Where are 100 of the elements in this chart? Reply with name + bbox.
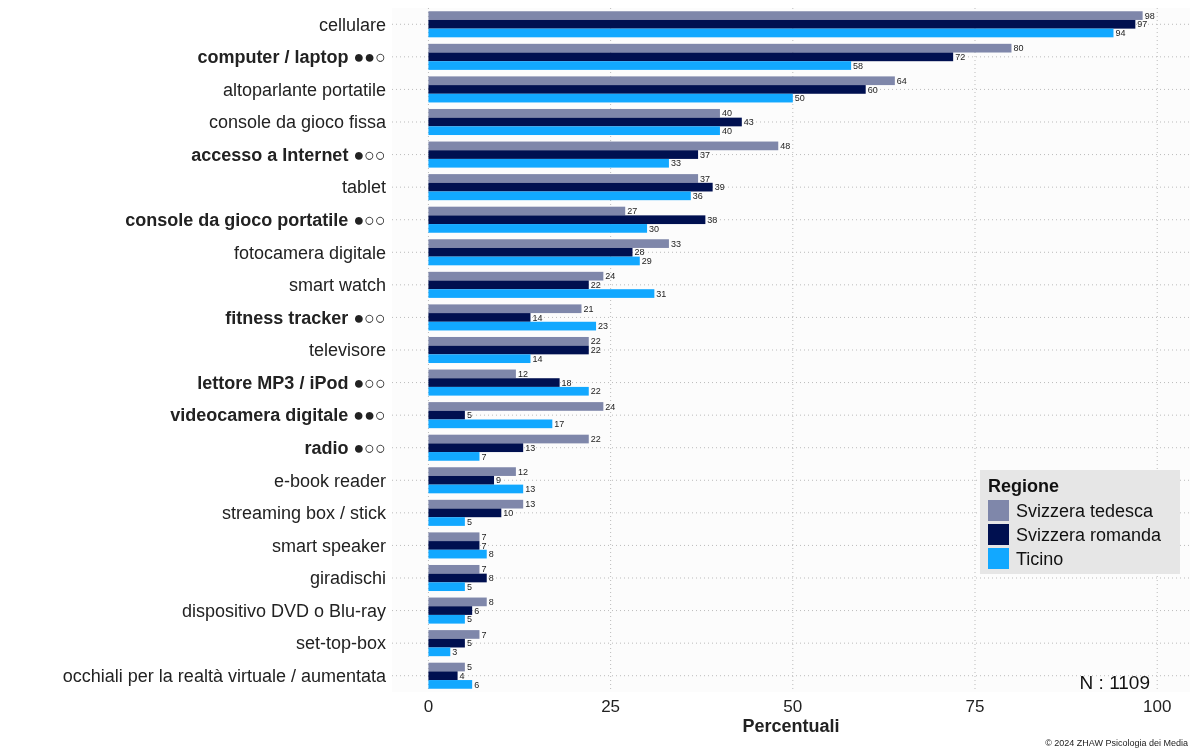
text: © 2024 ZHAW Psicologia dei Media <box>1045 738 1188 748</box>
data-label: 98 <box>1144 10 1155 21</box>
bar <box>428 224 648 233</box>
bar <box>428 289 655 298</box>
bar <box>428 452 480 461</box>
bar <box>428 597 487 607</box>
data-label: 80 <box>1013 43 1024 54</box>
y-tick-label: cellulare <box>318 14 386 35</box>
data-label: 40 <box>721 125 732 136</box>
data-label: 4 <box>459 670 465 681</box>
bar <box>428 126 720 136</box>
data-label: 48 <box>780 141 791 152</box>
data-label: 7 <box>481 629 487 640</box>
data-label: 17 <box>554 418 565 429</box>
bar <box>428 141 779 151</box>
bar <box>428 386 589 396</box>
data-label: 5 <box>466 614 472 625</box>
data-label: 9 <box>496 475 502 486</box>
data-label: 37 <box>700 149 711 160</box>
data-label: 13 <box>525 484 536 495</box>
bar <box>428 85 866 94</box>
y-tick-label: fotocamera digitale <box>233 242 386 263</box>
data-label: 12 <box>517 466 528 477</box>
bar <box>428 239 669 248</box>
data-label: 5 <box>466 662 472 673</box>
y-tick-label: dispositivo DVD o Blu-ray <box>181 600 386 621</box>
data-label: 28 <box>634 247 645 258</box>
bar <box>428 467 516 476</box>
bar <box>428 532 480 542</box>
bar <box>428 28 1114 38</box>
bar <box>428 614 465 624</box>
x-tick-label: 50 <box>783 697 803 716</box>
bar <box>428 378 560 387</box>
bar <box>428 443 524 453</box>
y-tick-label: occhiali per la realtà virtuale / aumentata <box>62 666 387 687</box>
data-label: 7 <box>481 540 487 551</box>
y-tick-label: console da gioco fissa <box>208 112 387 133</box>
legend-label: Svizzera romanda <box>1016 525 1163 546</box>
data-label: 5 <box>466 410 472 421</box>
y-tick-label: videocamera digitale ●●○ <box>170 405 386 426</box>
bar <box>428 321 597 331</box>
x-tick-label: 75 <box>965 697 985 716</box>
bar <box>428 280 589 290</box>
y-tick-label: console da gioco portatile ●○○ <box>125 210 386 231</box>
bar <box>428 402 604 411</box>
bar <box>428 647 451 657</box>
bar <box>428 582 465 592</box>
bar <box>428 256 640 266</box>
data-label: 27 <box>627 206 638 217</box>
data-label: 14 <box>532 312 543 323</box>
data-label: 50 <box>794 93 805 104</box>
data-label: 58 <box>853 60 864 71</box>
data-label: 38 <box>707 214 718 225</box>
data-label: 6 <box>474 679 480 690</box>
data-label: 21 <box>583 303 594 314</box>
data-label: 24 <box>605 271 616 282</box>
bar <box>428 215 706 225</box>
bar <box>428 43 1012 53</box>
bar <box>428 206 626 216</box>
data-label: 39 <box>714 182 725 193</box>
bar <box>428 541 480 550</box>
data-label: 94 <box>1115 28 1126 39</box>
y-tick-label: lettore MP3 / iPod ●○○ <box>197 372 386 393</box>
bar <box>428 419 553 429</box>
bar <box>428 475 495 485</box>
y-tick-label: televisore <box>308 340 386 361</box>
annotation: N : 1109 <box>1079 672 1150 693</box>
data-label: 30 <box>649 223 660 234</box>
data-label: 6 <box>474 605 480 616</box>
bar <box>428 271 604 281</box>
data-label: 22 <box>590 434 601 445</box>
bar <box>428 345 589 355</box>
data-label: 31 <box>656 288 667 299</box>
bar <box>428 61 852 70</box>
bar <box>428 76 895 86</box>
data-label: 60 <box>867 84 878 95</box>
y-tick-label: streaming box / stick <box>221 503 387 524</box>
legend-label: Ticino <box>1016 549 1064 570</box>
x-tick-label: 100 <box>1143 697 1172 716</box>
data-label: 8 <box>488 573 494 584</box>
bar <box>428 247 633 257</box>
data-label: 33 <box>670 158 681 169</box>
data-label: 22 <box>590 386 601 397</box>
data-label: 7 <box>481 564 487 575</box>
data-label: 24 <box>605 401 616 412</box>
data-label: 40 <box>721 108 732 119</box>
bar <box>428 680 473 689</box>
y-tick-label: e-book reader <box>273 470 386 491</box>
data-label: 97 <box>1137 19 1148 30</box>
bar <box>428 336 589 346</box>
bar <box>428 191 691 201</box>
data-label: 33 <box>670 238 681 249</box>
data-label: 29 <box>641 256 652 267</box>
x-tick-label: 0 <box>423 697 434 716</box>
data-label: 43 <box>743 117 754 128</box>
y-tick-label: smart speaker <box>271 535 386 556</box>
data-label: 8 <box>488 597 494 608</box>
data-label: 14 <box>532 353 543 364</box>
data-label: 22 <box>590 345 601 356</box>
bar <box>428 662 465 672</box>
